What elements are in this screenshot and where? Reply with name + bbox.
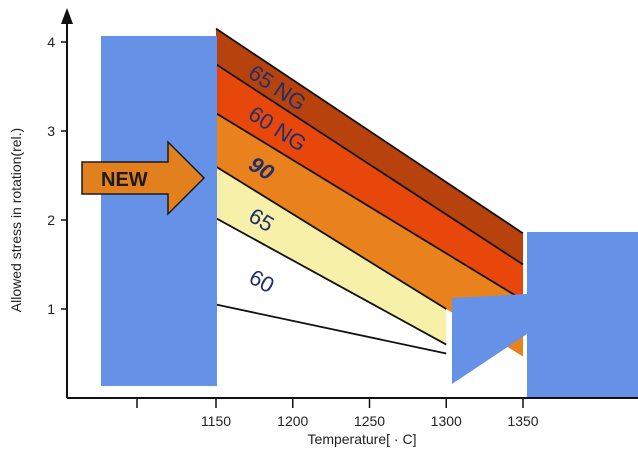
y-tick-label: 1 <box>47 301 55 317</box>
right-mask <box>527 232 638 398</box>
band-60-ng <box>216 64 523 301</box>
band-60 <box>216 218 447 354</box>
new-callout: NEW <box>81 140 206 216</box>
y-tick-label: 3 <box>47 123 55 139</box>
y-tick-label: 2 <box>47 212 55 228</box>
boundary-line <box>215 63 524 266</box>
x-tick-label: 1150 <box>201 413 231 429</box>
mask-layer <box>101 36 638 398</box>
x-tick-label: 1250 <box>354 413 385 429</box>
band-65-ng <box>216 28 523 265</box>
left-mask <box>101 36 217 386</box>
tick-layer: 1150 1200 1250 1300 1350 1 2 3 4 <box>47 34 539 429</box>
y-axis-arrow-icon <box>61 8 73 24</box>
boundary-line-layer <box>215 27 524 355</box>
boundary-line <box>215 27 524 235</box>
new-callout-label: NEW <box>101 169 148 191</box>
band-65 <box>216 166 447 345</box>
x-tick-label: 1300 <box>431 413 462 429</box>
x-tick-label: 1350 <box>507 413 538 429</box>
band-layer <box>216 28 523 357</box>
y-axis-title: Allowed stress in rotation(rel.) <box>8 128 24 312</box>
boundary-line <box>215 217 447 346</box>
boundary-line <box>215 112 524 301</box>
band-90 <box>216 113 523 357</box>
middle-mask <box>452 294 527 384</box>
boundary-line <box>215 165 447 310</box>
axes <box>61 8 638 399</box>
new-arrow-icon <box>81 140 206 216</box>
y-tick-label: 4 <box>47 34 55 50</box>
x-tick-label: 1200 <box>277 413 308 429</box>
boundary-line <box>215 303 447 355</box>
x-axis-title: Temperature[ · C] <box>308 431 417 447</box>
